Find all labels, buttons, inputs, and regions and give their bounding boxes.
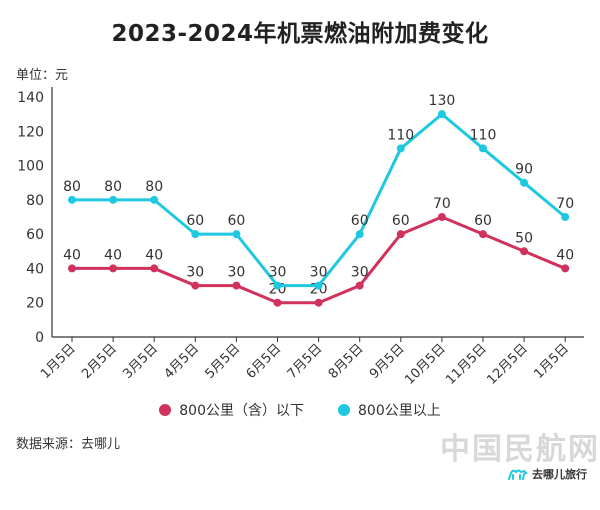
series-1-data-label: 40 xyxy=(63,247,81,263)
x-tick-label: 1月5日 xyxy=(531,341,572,382)
series-1-data-label: 30 xyxy=(186,265,204,281)
series-2-data-label: 90 xyxy=(515,162,533,178)
x-tick-label: 7月5日 xyxy=(285,341,326,382)
series-1-point xyxy=(520,247,529,256)
series-1-data-label: 60 xyxy=(392,213,410,229)
legend-item-series-1: 800公里（含）以下 xyxy=(159,400,304,420)
series-2-point xyxy=(68,195,76,204)
y-tick-label: 60 xyxy=(26,227,44,243)
series-2-data-label: 60 xyxy=(351,213,369,229)
x-tick-label: 5月5日 xyxy=(203,341,244,382)
series-2-data-label: 30 xyxy=(269,265,287,281)
series-2-point xyxy=(109,195,118,204)
logo-text: 去哪儿旅行 xyxy=(532,468,587,481)
series-2-point xyxy=(520,178,529,187)
x-tick-label: 11月5日 xyxy=(443,341,490,388)
series-1-point xyxy=(150,264,159,273)
series-2-point xyxy=(561,213,570,221)
series-1-data-label: 60 xyxy=(474,213,492,229)
legend-label-series-2: 800公里以上 xyxy=(358,403,441,419)
y-tick-label: 80 xyxy=(26,193,44,209)
x-tick-label: 9月5日 xyxy=(367,341,408,382)
x-tick-label: 6月5日 xyxy=(244,341,285,382)
y-tick-label: 40 xyxy=(26,261,44,277)
x-tick-label: 2月5日 xyxy=(79,341,120,382)
series-1-point xyxy=(273,298,282,307)
x-tick-label: 4月5日 xyxy=(161,341,202,382)
series-2-data-label: 130 xyxy=(429,93,456,109)
series-1-point xyxy=(355,281,364,290)
series-2-point xyxy=(396,144,405,153)
series-2-data-label: 110 xyxy=(470,127,497,143)
series-2-point xyxy=(314,281,323,290)
series-2-point xyxy=(232,230,241,239)
series-1-point xyxy=(437,213,446,221)
series-1-point xyxy=(396,230,405,239)
legend-label-series-1: 800公里（含）以下 xyxy=(179,403,304,419)
camel-icon xyxy=(508,469,528,480)
series-1-point xyxy=(561,264,570,273)
series-2-data-label: 60 xyxy=(227,213,245,229)
series-1-data-label: 40 xyxy=(556,247,574,263)
logo: 去哪儿旅行 xyxy=(508,466,587,482)
legend-marker-series-2 xyxy=(338,404,350,416)
unit-label: 单位：元 xyxy=(16,68,69,83)
series-2-data-label: 60 xyxy=(186,213,204,229)
series-1-data-label: 30 xyxy=(227,265,245,281)
series-2-data-label: 80 xyxy=(145,179,163,195)
series-2-point xyxy=(437,110,446,119)
series-2-data-label: 110 xyxy=(387,127,414,143)
series-1-data-label: 70 xyxy=(433,196,451,212)
y-tick-label: 140 xyxy=(17,90,44,106)
series-1-point xyxy=(191,281,200,290)
series-1-data-label: 30 xyxy=(351,265,369,281)
series-2-point xyxy=(273,281,282,290)
series-1-data-label: 50 xyxy=(515,230,533,246)
series-2-point xyxy=(150,195,159,204)
x-tick-label: 3月5日 xyxy=(120,341,161,382)
y-tick-label: 120 xyxy=(17,124,44,140)
series-1-point xyxy=(314,298,323,307)
series-2-point xyxy=(355,230,364,239)
series-2-data-label: 30 xyxy=(310,265,328,281)
series-1-point xyxy=(232,281,241,290)
y-tick-label: 100 xyxy=(17,159,44,175)
series-2-point xyxy=(191,230,200,239)
series-1-point xyxy=(479,230,487,239)
legend: 800公里（含）以下 800公里以上 xyxy=(0,400,600,420)
series-2-data-label: 80 xyxy=(104,179,122,195)
x-tick-label: 1月5日 xyxy=(38,341,79,382)
series-1-point xyxy=(68,264,76,273)
x-tick-label: 10月5日 xyxy=(402,341,449,388)
series-2-data-label: 80 xyxy=(63,179,81,195)
y-tick-label: 0 xyxy=(35,330,44,346)
x-tick-label: 12月5日 xyxy=(484,341,531,388)
watermark: 中国民航网 xyxy=(440,432,600,467)
series-1-point xyxy=(109,264,118,273)
series-2-data-label: 70 xyxy=(556,196,574,212)
legend-item-series-2: 800公里以上 xyxy=(338,400,441,420)
y-tick-label: 20 xyxy=(26,296,44,312)
x-tick-label: 8月5日 xyxy=(326,341,367,382)
legend-marker-series-1 xyxy=(159,404,172,416)
data-source: 数据来源：去哪儿 xyxy=(16,437,121,452)
series-2-point xyxy=(479,144,487,153)
series-1-data-label: 40 xyxy=(145,247,163,263)
chart-title: 2023-2024年机票燃油附加费变化 xyxy=(111,21,489,47)
series-1-data-label: 40 xyxy=(104,247,122,263)
